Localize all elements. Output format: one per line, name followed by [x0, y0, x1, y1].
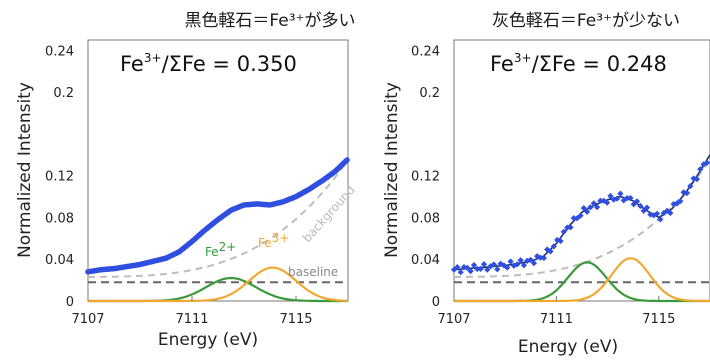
x-tick-label: 7111	[175, 312, 208, 327]
peak-fe3	[454, 257, 710, 303]
y-tick-label: 0.08	[411, 211, 440, 226]
ratio-annotation: Fe3+/ΣFe = 0.248	[490, 51, 667, 76]
x-tick-label: 7107	[71, 312, 104, 327]
y-ticks: 0 0.04 0.08 0.12 0.2 0.24	[45, 44, 74, 310]
data-point	[514, 261, 521, 268]
background-curve	[88, 159, 349, 278]
x-axis-label: Energy (eV)	[518, 337, 618, 357]
y-ticks: 0 0.04 0.08 0.12 0.2 0.24	[411, 44, 440, 310]
y-tick-label: 0.2	[419, 86, 440, 101]
panel-black-pumice: 黒色軽石＝Fe³⁺が多い Fe3+/ΣFe = 0.350 00.040.080…	[15, 11, 358, 350]
data-point	[507, 258, 514, 265]
data-point	[467, 267, 474, 275]
data-point	[477, 265, 484, 273]
y-tick-label: 0.24	[411, 44, 440, 59]
data-point	[480, 261, 488, 268]
x-ticks: 7107 7111 7115	[437, 296, 675, 327]
y-tick-label: 0.04	[45, 253, 74, 268]
plot-area	[87, 39, 349, 302]
x-axis-label: Energy (eV)	[158, 330, 258, 350]
plot-marks	[85, 157, 350, 303]
panel-title: 灰色軽石＝Fe³⁺が少ない	[492, 11, 680, 31]
data-point	[454, 263, 461, 271]
plot-area	[453, 39, 710, 302]
y-tick-label: 0.2	[53, 86, 74, 101]
x-tick-label: 7115	[642, 312, 675, 327]
peak-label-fe2: Fe2+	[205, 240, 236, 259]
y-tick-label: 0	[66, 295, 74, 310]
y-tick-label: 0.12	[45, 170, 74, 185]
x-tick-label: 7111	[540, 312, 573, 327]
data-point	[504, 264, 511, 271]
ratio-annotation: Fe3+/ΣFe = 0.350	[120, 51, 297, 76]
panel-gray-pumice: 灰色軽石＝Fe³⁺が少ない Fe3+/ΣFe = 0.248 0 0.04 0.08…	[382, 11, 710, 357]
data-point	[540, 254, 548, 262]
data-point	[464, 264, 471, 272]
panel-title: 黒色軽石＝Fe³⁺が多い	[184, 11, 355, 31]
data-point	[474, 265, 481, 273]
y-axis-label: Normalized Intensity	[15, 82, 35, 258]
peak-label-fe3: Fe3+	[258, 231, 289, 250]
data-point	[457, 269, 464, 276]
data-point	[470, 261, 478, 269]
y-tick-label: 0.24	[45, 44, 74, 59]
data-point	[520, 262, 528, 269]
data-point	[484, 266, 491, 273]
data-point	[494, 266, 501, 273]
y-tick-label: 0.08	[45, 211, 74, 226]
y-tick-label: 0.12	[411, 170, 440, 185]
data-point	[490, 261, 498, 268]
x-ticks: 7107 7111 7115	[71, 296, 313, 327]
baseline-label: baseline	[288, 265, 338, 279]
y-axis-label: Normalized Intensity	[382, 82, 402, 258]
y-tick-label: 0	[432, 295, 440, 310]
peak-fe3	[88, 266, 348, 303]
data-point	[344, 157, 350, 163]
x-tick-label: 7115	[279, 312, 312, 327]
data-point	[527, 256, 534, 263]
y-tick-label: 0.04	[411, 253, 440, 268]
x-tick-label: 7107	[437, 312, 470, 327]
